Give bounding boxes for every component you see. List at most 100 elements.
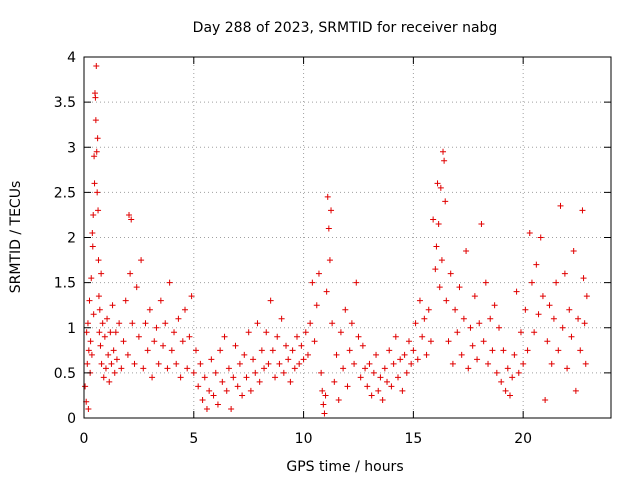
data-point [427, 338, 434, 345]
data-point [182, 306, 189, 313]
data-point [168, 347, 175, 354]
data-point [85, 405, 92, 412]
data-point [364, 383, 371, 390]
data-point [480, 338, 487, 345]
data-point [405, 338, 412, 345]
data-point [526, 229, 533, 236]
data-point [390, 360, 397, 367]
data-point [531, 329, 538, 336]
data-point [476, 320, 483, 327]
data-point [478, 220, 485, 227]
data-point [201, 374, 208, 381]
data-point [265, 360, 272, 367]
data-point [105, 351, 112, 358]
data-point [96, 306, 103, 313]
data-point [351, 360, 358, 367]
x-axis-label: GPS time / hours [286, 459, 403, 475]
data-point [280, 369, 287, 376]
data-point [325, 225, 332, 232]
data-point [99, 320, 106, 327]
data-point [583, 293, 590, 300]
data-point [344, 383, 351, 390]
data-point [263, 329, 270, 336]
data-point [487, 315, 494, 322]
data-point [296, 360, 303, 367]
data-point [537, 234, 544, 241]
data-point [267, 297, 274, 304]
data-point [471, 293, 478, 300]
data-point [100, 374, 107, 381]
data-point [120, 338, 127, 345]
data-point [91, 153, 98, 160]
data-point [403, 369, 410, 376]
data-point [109, 302, 116, 309]
data-point [133, 284, 140, 291]
data-point [377, 374, 384, 381]
data-point [392, 333, 399, 340]
data-point [94, 135, 101, 142]
data-point [511, 351, 518, 358]
data-point [92, 117, 99, 124]
data-point [95, 293, 102, 300]
data-point [485, 360, 492, 367]
data-point [454, 329, 461, 336]
data-point [452, 306, 459, 313]
data-point [337, 329, 344, 336]
data-point [102, 365, 109, 372]
data-point [359, 342, 366, 349]
data-point [458, 351, 465, 358]
data-point [298, 342, 305, 349]
data-point [500, 347, 507, 354]
data-point [241, 351, 248, 358]
data-point [449, 360, 456, 367]
data-point [564, 365, 571, 372]
data-point [581, 320, 588, 327]
data-point [335, 396, 342, 403]
data-point [315, 270, 322, 277]
data-point [93, 63, 100, 70]
data-point [528, 279, 535, 286]
data-point [388, 383, 395, 390]
data-point [435, 220, 442, 227]
data-point [96, 329, 103, 336]
data-point [546, 302, 553, 309]
x-tick-label: 20 [514, 431, 532, 447]
data-point [98, 360, 105, 367]
data-point [321, 410, 328, 417]
data-point [153, 324, 160, 331]
y-tick-label: 4 [67, 50, 76, 66]
data-point [247, 387, 254, 394]
data-point [522, 306, 529, 313]
data-point [179, 338, 186, 345]
data-point [223, 387, 230, 394]
data-point [261, 365, 268, 372]
x-tick-label: 0 [80, 431, 89, 447]
data-point [107, 329, 114, 336]
data-point [95, 207, 102, 214]
plot-frame [83, 56, 612, 419]
data-point [397, 356, 404, 363]
data-point [214, 401, 221, 408]
y-tick-label: 0 [67, 411, 76, 427]
data-point [575, 315, 582, 322]
data-point [533, 261, 540, 268]
data-point [436, 284, 443, 291]
data-point [539, 293, 546, 300]
data-point [469, 342, 476, 349]
data-point [142, 320, 149, 327]
data-point [112, 329, 119, 336]
y-tick-label: 0.5 [54, 366, 76, 382]
data-point [319, 387, 326, 394]
data-point [243, 374, 250, 381]
data-point [467, 324, 474, 331]
data-point [355, 333, 362, 340]
data-point [408, 360, 415, 367]
data-point [86, 297, 93, 304]
data-point [313, 302, 320, 309]
data-point [342, 306, 349, 313]
data-point [104, 315, 111, 322]
data-point [370, 369, 377, 376]
data-point [566, 306, 573, 313]
data-point [517, 329, 524, 336]
data-point [95, 257, 102, 264]
